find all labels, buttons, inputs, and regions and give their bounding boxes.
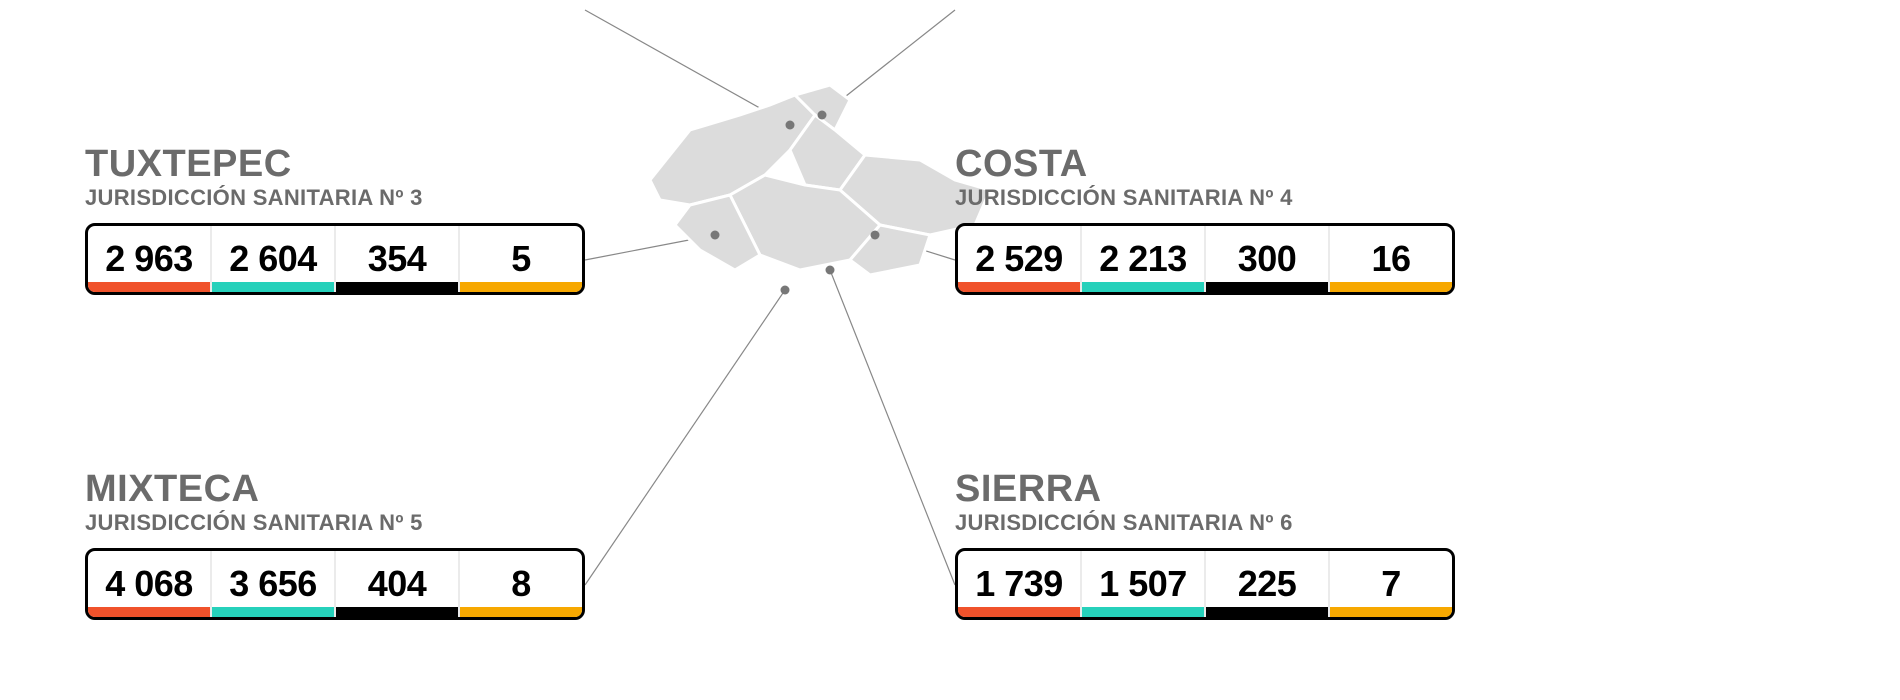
subtitle-number: 6 — [1280, 510, 1293, 535]
stat-cell: 3 656 — [212, 551, 336, 617]
stat-value: 7 — [1381, 566, 1401, 602]
stat-value: 354 — [368, 241, 427, 277]
leader-line — [585, 290, 785, 585]
stat-underline — [212, 282, 334, 292]
region-card-sierra: SIERRAJURISDICCIÓN SANITARIA Nº 61 7391 … — [955, 470, 1455, 620]
stat-value: 16 — [1371, 241, 1410, 277]
stat-value: 2 213 — [1099, 241, 1187, 277]
stat-row: 2 963 2 604 354 5 — [85, 223, 585, 295]
stat-cell: 4 068 — [88, 551, 212, 617]
stat-cell: 225 — [1206, 551, 1330, 617]
stat-underline — [1082, 607, 1204, 617]
stat-cell: 354 — [336, 226, 460, 292]
stat-cell: 2 604 — [212, 226, 336, 292]
map-dot — [818, 111, 827, 120]
stat-row: 4 068 3 656 404 8 — [85, 548, 585, 620]
map-dot — [786, 121, 795, 130]
stat-underline — [88, 282, 210, 292]
stat-cell: 300 — [1206, 226, 1330, 292]
stat-cell: 2 529 — [958, 226, 1082, 292]
subtitle-prefix: JURISDICCIÓN SANITARIA Nº — [85, 510, 410, 535]
stat-cell: 1 739 — [958, 551, 1082, 617]
stat-underline — [336, 607, 458, 617]
stat-underline — [1082, 282, 1204, 292]
stat-cell: 5 — [460, 226, 582, 292]
stat-value: 3 656 — [229, 566, 317, 602]
stat-cell: 404 — [336, 551, 460, 617]
stat-underline — [958, 607, 1080, 617]
stat-underline — [1330, 607, 1452, 617]
region-subtitle: JURISDICCIÓN SANITARIA Nº 5 — [85, 510, 585, 536]
stat-underline — [336, 282, 458, 292]
stat-value: 404 — [368, 566, 427, 602]
subtitle-prefix: JURISDICCIÓN SANITARIA Nº — [85, 185, 410, 210]
subtitle-number: 5 — [410, 510, 423, 535]
stat-value: 225 — [1238, 566, 1297, 602]
region-card-costa: COSTAJURISDICCIÓN SANITARIA Nº 4 2 529 2 2… — [955, 145, 1455, 295]
stat-cell: 2 963 — [88, 226, 212, 292]
stat-underline — [958, 282, 1080, 292]
map-dot — [711, 231, 720, 240]
stat-value: 8 — [511, 566, 531, 602]
region-title: SIERRA — [955, 470, 1455, 508]
stat-underline — [1206, 282, 1328, 292]
stat-underline — [212, 607, 334, 617]
subtitle-number: 4 — [1280, 185, 1293, 210]
stat-value: 2 963 — [105, 241, 193, 277]
subtitle-number: 3 — [410, 185, 423, 210]
stat-value: 1 739 — [975, 566, 1063, 602]
region-card-tuxtepec: TUXTEPECJURISDICCIÓN SANITARIA Nº 3 2 963… — [85, 145, 585, 295]
subtitle-prefix: JURISDICCIÓN SANITARIA Nº — [955, 185, 1280, 210]
stat-row: 1 739 1 507 225 7 — [955, 548, 1455, 620]
region-title: MIXTECA — [85, 470, 585, 508]
stat-underline — [1330, 282, 1452, 292]
stat-cell: 8 — [460, 551, 582, 617]
stat-cell: 1 507 — [1082, 551, 1206, 617]
stat-cell: 16 — [1330, 226, 1452, 292]
region-title: TUXTEPEC — [85, 145, 585, 183]
stat-cell: 7 — [1330, 551, 1452, 617]
map-dot — [826, 266, 835, 275]
stat-value: 4 068 — [105, 566, 193, 602]
map-dot — [781, 286, 790, 295]
region-subtitle: JURISDICCIÓN SANITARIA Nº 3 — [85, 185, 585, 211]
stat-underline — [460, 607, 582, 617]
region-subtitle: JURISDICCIÓN SANITARIA Nº 4 — [955, 185, 1455, 211]
stat-value: 5 — [511, 241, 531, 277]
stat-value: 300 — [1238, 241, 1297, 277]
stat-underline — [1206, 607, 1328, 617]
region-title: COSTA — [955, 145, 1455, 183]
subtitle-prefix: JURISDICCIÓN SANITARIA Nº — [955, 510, 1280, 535]
stat-row: 2 529 2 213 300 16 — [955, 223, 1455, 295]
stat-underline — [88, 607, 210, 617]
stat-value: 1 507 — [1099, 566, 1187, 602]
stat-value: 2 529 — [975, 241, 1063, 277]
stat-cell: 2 213 — [1082, 226, 1206, 292]
stat-value: 2 604 — [229, 241, 317, 277]
stat-underline — [460, 282, 582, 292]
region-subtitle: JURISDICCIÓN SANITARIA Nº 6 — [955, 510, 1455, 536]
map-dot — [871, 231, 880, 240]
region-card-mixteca: MIXTECAJURISDICCIÓN SANITARIA Nº 5 4 068 3… — [85, 470, 585, 620]
